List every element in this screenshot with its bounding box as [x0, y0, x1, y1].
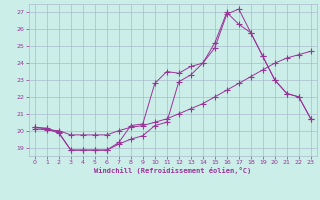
X-axis label: Windchill (Refroidissement éolien,°C): Windchill (Refroidissement éolien,°C)	[94, 167, 252, 174]
